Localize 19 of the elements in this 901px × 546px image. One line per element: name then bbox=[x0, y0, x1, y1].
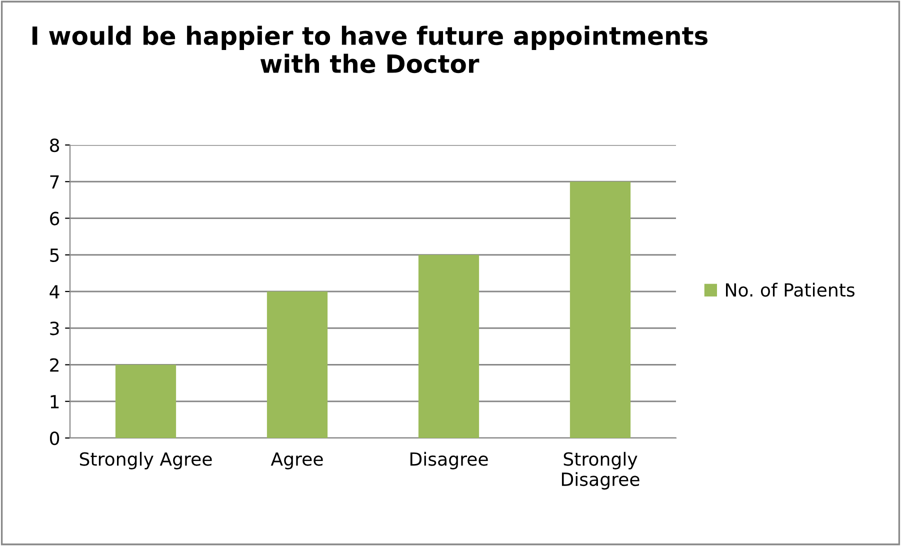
y-tick-label: 7 bbox=[50, 175, 59, 188]
bar bbox=[418, 254, 480, 438]
y-tick-label: 4 bbox=[50, 285, 60, 298]
x-tick-label: Strongly Disagree bbox=[562, 452, 640, 490]
y-tick-label: 0 bbox=[50, 431, 60, 446]
bar bbox=[570, 182, 631, 438]
y-tick-label: 5 bbox=[50, 248, 59, 262]
y-tick-label: 1 bbox=[50, 395, 59, 408]
y-tick-label: 3 bbox=[50, 322, 59, 336]
bar bbox=[266, 292, 328, 438]
bar bbox=[115, 364, 176, 438]
y-tick-label: 6 bbox=[50, 212, 60, 226]
x-tick-label: Agree bbox=[270, 452, 323, 470]
x-tick-label: Strongly Agree bbox=[80, 452, 212, 470]
y-tick-label: 8 bbox=[50, 138, 60, 152]
chart-title: I would be happier to have future appointments with the Doctor bbox=[32, 26, 708, 74]
y-tick-label: 2 bbox=[50, 358, 58, 372]
x-tick-label: Disagree bbox=[410, 452, 488, 470]
legend-label: No. of Patients bbox=[726, 282, 854, 297]
